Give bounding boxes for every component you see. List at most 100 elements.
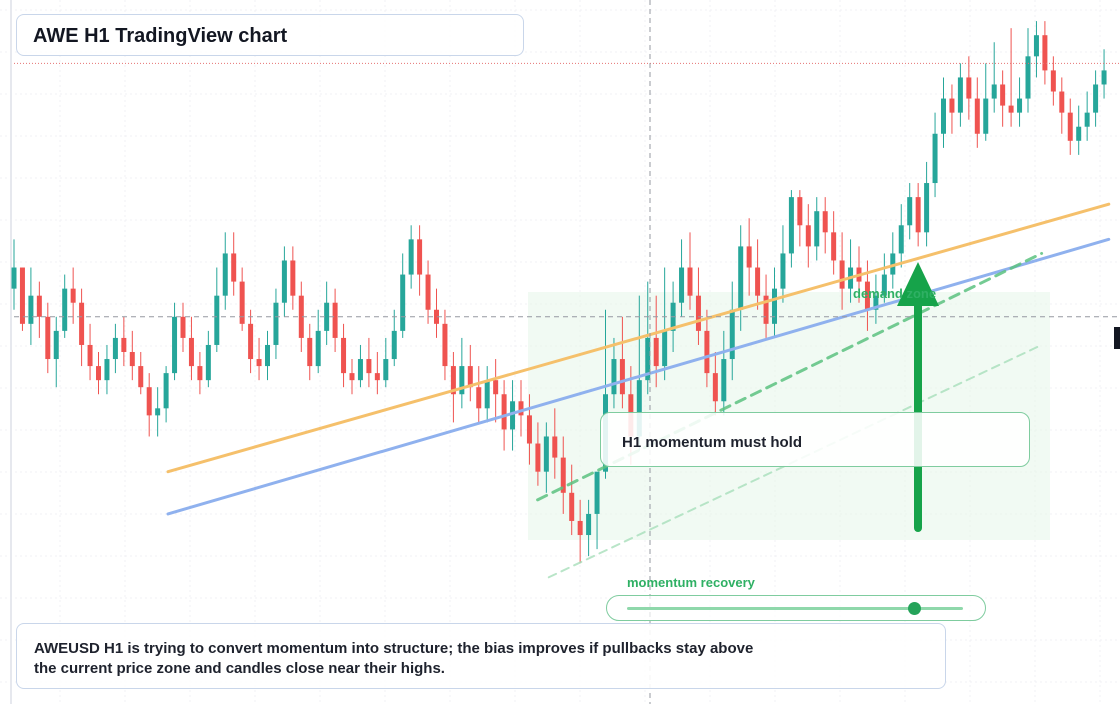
candle-up bbox=[1025, 28, 1031, 113]
candle-body bbox=[569, 492, 575, 521]
candle-body bbox=[805, 225, 811, 247]
candle-down bbox=[1000, 70, 1006, 127]
candle-up bbox=[662, 267, 668, 381]
candle-body bbox=[79, 302, 85, 345]
candle-body bbox=[552, 436, 558, 458]
price-scale-tag[interactable] bbox=[1114, 327, 1120, 349]
candle-down bbox=[366, 337, 372, 388]
candle-body bbox=[510, 401, 516, 430]
candle-down bbox=[966, 56, 972, 120]
candle-body bbox=[974, 98, 980, 134]
candle-body bbox=[797, 197, 803, 226]
candle-body bbox=[594, 471, 600, 514]
candle-body bbox=[662, 330, 668, 367]
candle-body bbox=[645, 337, 651, 381]
candle-body bbox=[53, 330, 59, 360]
candle-body bbox=[1000, 84, 1006, 106]
candle-down bbox=[231, 232, 237, 296]
candle-down bbox=[797, 190, 803, 247]
candle-up bbox=[890, 232, 896, 289]
momentum-slider-label: momentum recovery bbox=[627, 575, 755, 590]
candle-body bbox=[163, 373, 169, 409]
candle-up bbox=[357, 344, 363, 388]
candle-down bbox=[197, 352, 203, 395]
candle-body bbox=[248, 323, 254, 360]
up-arrow-head-icon bbox=[897, 262, 939, 306]
candle-down bbox=[129, 330, 135, 381]
candle-body bbox=[780, 253, 786, 289]
candle-body bbox=[391, 330, 397, 360]
candle-body bbox=[112, 337, 118, 360]
candle-body bbox=[476, 387, 482, 409]
candle-body bbox=[1050, 70, 1056, 92]
candle-down bbox=[87, 323, 93, 381]
candle-body bbox=[814, 211, 820, 247]
slider-knob[interactable] bbox=[908, 602, 922, 615]
title-card: AWE H1 TradingView chart bbox=[16, 14, 524, 56]
candle-body bbox=[619, 359, 625, 395]
candle-body bbox=[881, 274, 887, 296]
candle-up bbox=[484, 366, 490, 423]
candle-down bbox=[248, 309, 254, 374]
candle-down bbox=[619, 316, 625, 409]
candle-body bbox=[721, 359, 727, 402]
candle-down bbox=[915, 183, 921, 247]
candle-down bbox=[450, 352, 456, 423]
candle-up bbox=[1084, 91, 1090, 141]
candle-up bbox=[873, 274, 879, 324]
candle-down bbox=[831, 211, 837, 275]
candle-body bbox=[87, 344, 93, 367]
candle-body bbox=[560, 457, 566, 493]
candle-body bbox=[1008, 105, 1014, 113]
candle-body bbox=[1033, 35, 1039, 57]
candle-body bbox=[1059, 91, 1065, 113]
candle-body bbox=[36, 295, 42, 317]
candle-down bbox=[535, 422, 541, 486]
candle-down bbox=[755, 239, 761, 310]
candle-down bbox=[746, 218, 752, 296]
candle-up bbox=[205, 330, 211, 388]
candle-down bbox=[332, 288, 338, 352]
candle-down bbox=[19, 267, 25, 331]
momentum-slider[interactable] bbox=[606, 595, 986, 621]
candle-body bbox=[121, 337, 127, 352]
candle-up bbox=[281, 246, 287, 317]
candle-body bbox=[839, 260, 845, 289]
candle-body bbox=[408, 239, 414, 275]
candle-up bbox=[324, 281, 330, 345]
candle-down bbox=[552, 408, 558, 479]
candle-body bbox=[349, 373, 355, 381]
candle-up bbox=[611, 337, 617, 409]
candle-up bbox=[1093, 70, 1099, 127]
candle-body bbox=[586, 513, 592, 536]
candle-body bbox=[180, 316, 186, 338]
candle-down bbox=[239, 267, 245, 331]
candle-down bbox=[121, 316, 127, 367]
candle-body bbox=[467, 366, 473, 388]
candle-up bbox=[214, 267, 220, 352]
candle-down bbox=[687, 232, 693, 310]
candle-down bbox=[96, 352, 101, 395]
candle-up bbox=[155, 387, 161, 437]
candle-up bbox=[881, 253, 887, 303]
candle-body bbox=[712, 373, 718, 402]
candle-body bbox=[763, 295, 769, 324]
candle-body bbox=[129, 352, 135, 367]
analysis-note-text: AWEUSD H1 is trying to convert momentum … bbox=[34, 640, 754, 677]
candle-body bbox=[281, 260, 287, 303]
candle-down bbox=[307, 323, 313, 381]
candle-down bbox=[1067, 98, 1073, 155]
candle-body bbox=[755, 267, 761, 296]
candle-up bbox=[814, 197, 820, 261]
candle-up bbox=[983, 63, 989, 141]
candle-body bbox=[966, 77, 972, 99]
candle-body bbox=[898, 225, 904, 254]
candle-up bbox=[924, 161, 930, 247]
candle-down bbox=[526, 394, 532, 465]
candle-body bbox=[907, 197, 913, 226]
candle-body bbox=[577, 520, 583, 536]
candle-body bbox=[315, 330, 321, 367]
candle-body bbox=[957, 77, 963, 113]
candle-body bbox=[155, 408, 161, 416]
candle-body bbox=[1017, 98, 1023, 113]
